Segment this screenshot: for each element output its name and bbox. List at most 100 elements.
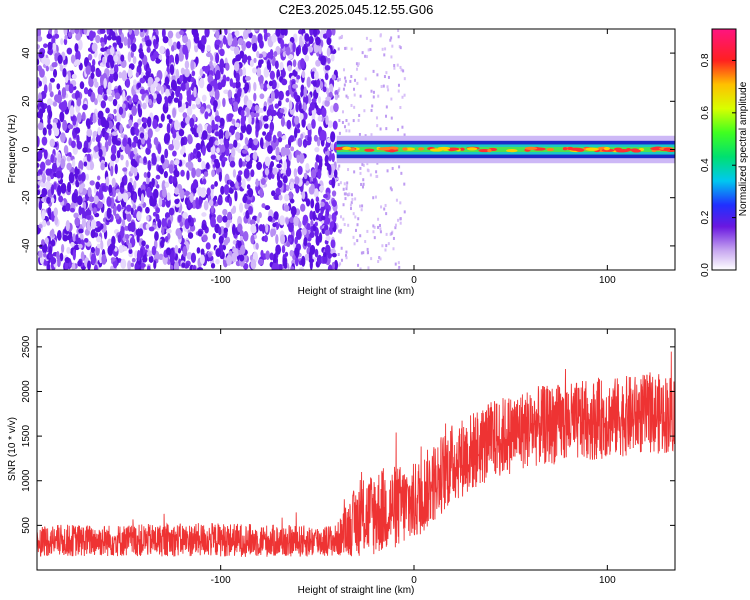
heatmap-cell — [369, 39, 372, 43]
heatmap-cell — [248, 205, 253, 215]
heatmap-cell — [380, 205, 383, 209]
heatmap-cell — [324, 154, 329, 164]
snr-panel: -100 0 100 500 1000 1500 2000 2500 Height of s… — [7, 328, 676, 596]
heatmap-cell — [275, 234, 279, 245]
heatmap-cell — [118, 106, 124, 116]
heatmap-cell — [167, 30, 174, 39]
heatmap-cell — [390, 36, 393, 40]
heatmap-cell — [109, 46, 115, 55]
heatmap-cell — [93, 78, 98, 83]
heatmap-cell — [300, 57, 305, 69]
heatmap-cell — [345, 46, 348, 50]
heatmap-cell — [259, 187, 264, 199]
heatmap-cell — [128, 242, 132, 250]
heatmap-cell — [200, 254, 205, 265]
heatmap-cell — [104, 132, 109, 141]
heatmap-cell — [130, 158, 137, 167]
heatmap-cell — [243, 263, 249, 270]
heatmap-cell — [304, 33, 310, 42]
heatmap-cell — [127, 37, 131, 49]
heatmap-cell — [349, 79, 352, 83]
heatmap-cell — [280, 146, 287, 157]
heatmap-cell — [119, 123, 123, 134]
colorbar: 0.0 0.2 0.4 0.6 0.8 Normalized spectral ampl… — [700, 28, 749, 277]
heatmap-cell — [85, 215, 91, 220]
heatmap-cell — [146, 116, 152, 128]
heatmap-cell — [211, 119, 215, 131]
heatmap-cell — [137, 103, 141, 115]
colorbar-ticks: 0.0 0.2 0.4 0.6 0.8 — [700, 53, 736, 277]
heatmap-cell — [174, 244, 179, 254]
heatmap-cell — [67, 124, 74, 130]
heatmap-cell — [50, 239, 56, 247]
heatmap-cell — [342, 217, 345, 221]
heatmap-cell — [136, 211, 142, 221]
heatmap-cell — [157, 164, 164, 174]
heatmap-cell — [306, 76, 311, 88]
heatmap-cell — [403, 93, 406, 97]
heatmap-cell — [226, 254, 232, 266]
heatmap-cell — [191, 103, 196, 110]
heatmap-cell — [66, 162, 72, 171]
heatmap-cell — [51, 228, 55, 238]
heatmap-cell — [260, 249, 264, 258]
heatmap-cell — [393, 66, 396, 70]
heatmap-cell — [244, 137, 249, 146]
heatmap-cell — [39, 161, 46, 172]
heatmap-cell — [253, 145, 258, 151]
heatmap-cell — [228, 196, 233, 207]
heatmap-cell — [87, 53, 93, 61]
heatmap-cell — [160, 154, 165, 164]
heatmap-cell — [130, 207, 134, 216]
heatmap-cell — [89, 160, 94, 171]
heatmap-cell — [263, 123, 269, 129]
x-tick-label: 0 — [411, 275, 417, 286]
heatmap-cell — [234, 30, 240, 37]
heatmap-cell — [269, 252, 274, 261]
heatmap-cell — [295, 46, 300, 57]
heatmap-cell — [214, 140, 219, 146]
heatmap-cell — [114, 213, 120, 220]
y-tick-label: 2000 — [21, 380, 32, 403]
heatmap-cell — [234, 190, 238, 202]
heatmap-cell — [361, 204, 364, 208]
heatmap-cell — [247, 55, 252, 61]
heatmap-cell — [134, 262, 139, 270]
heatmap-cell — [164, 148, 169, 159]
heatmap-cell — [326, 137, 331, 144]
heatmap-cell — [123, 36, 128, 46]
heatmap-cell — [132, 204, 137, 210]
heatmap-cell — [280, 117, 285, 127]
heatmap-cell — [37, 29, 42, 39]
heatmap-cell — [116, 150, 121, 159]
heatmap-cell — [254, 104, 259, 112]
heatmap-cell — [144, 131, 149, 141]
colorbar-tick-label: 0.8 — [700, 53, 711, 67]
heatmap-cell — [249, 59, 255, 67]
heatmap-cell — [184, 190, 191, 196]
heatmap-cell — [146, 46, 151, 53]
heatmap-cell — [223, 184, 230, 195]
heatmap-cell — [344, 254, 347, 258]
heatmap-cell — [262, 131, 267, 136]
heatmap-cell — [352, 87, 355, 91]
heatmap-cell — [226, 76, 230, 82]
heatmap-cell — [165, 88, 170, 97]
snr-series-line — [37, 351, 675, 557]
heatmap-cell — [356, 81, 359, 85]
heatmap-cell — [252, 67, 258, 74]
heatmap-cell — [167, 37, 173, 47]
heatmap-cell — [193, 148, 197, 154]
heatmap-cell — [281, 245, 286, 254]
heatmap-cell — [100, 162, 105, 171]
heatmap-cell — [324, 213, 328, 225]
heatmap-cell — [179, 221, 184, 228]
heatmap-cell — [348, 192, 351, 196]
heatmap-cell — [341, 34, 344, 38]
heatmap-cell — [116, 35, 122, 46]
heatmap-cell — [146, 187, 152, 198]
heatmap-cell — [340, 246, 343, 250]
heatmap-cell — [197, 230, 203, 237]
heatmap-cell — [357, 62, 360, 66]
heatmap-cell — [49, 77, 55, 83]
